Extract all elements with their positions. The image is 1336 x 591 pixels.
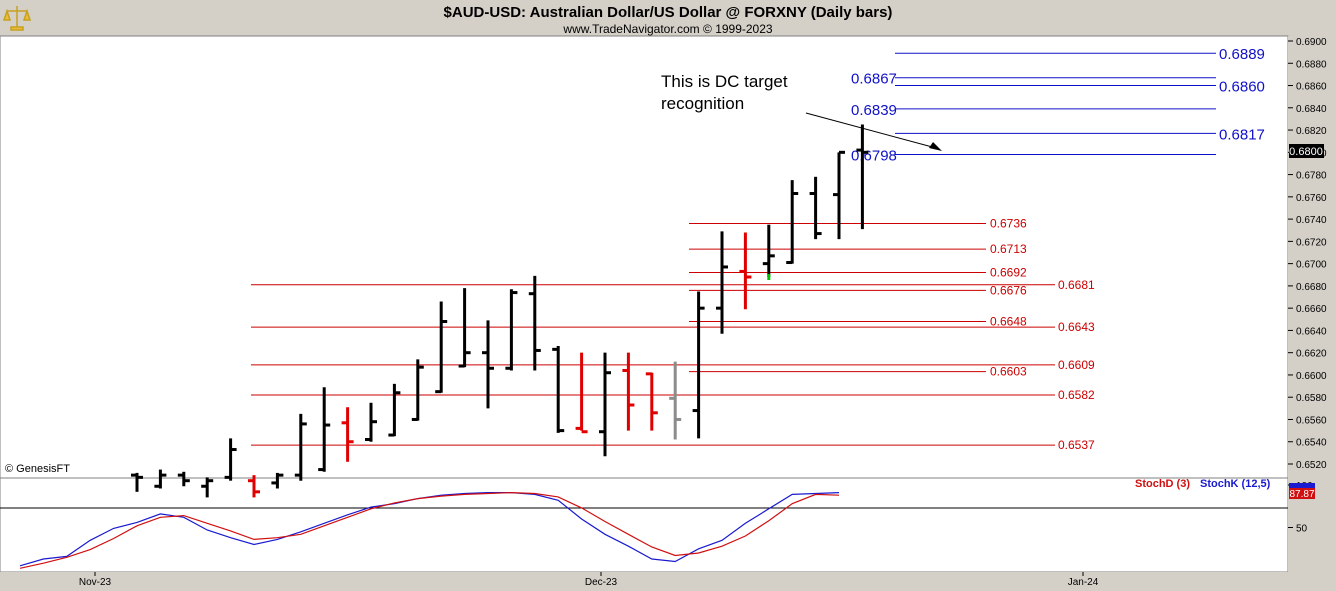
annotation-arrow: [805, 112, 937, 149]
stoch-y-tick-label: 50: [1296, 524, 1308, 535]
y-tick-label: 0.6560: [1296, 415, 1327, 426]
red-level-label: 0.6681: [1058, 278, 1095, 292]
stochastic-lines: [0, 491, 1288, 569]
blue-level-label: 0.6867: [851, 71, 897, 88]
y-tick-label: 0.6880: [1296, 59, 1327, 70]
blue-level-label: 0.6817: [1219, 126, 1265, 143]
annotation-arrowhead: [929, 142, 942, 151]
price-panel: [0, 35, 1289, 479]
y-tick-label: 0.6660: [1296, 304, 1327, 315]
stoch-badge: 87.87: [1289, 489, 1314, 500]
blue-level-label: 0.6839: [851, 102, 897, 119]
y-tick-label: 0.6840: [1296, 104, 1327, 115]
red-level-label: 0.6648: [990, 315, 1027, 329]
y-tick-label: 0.6720: [1296, 237, 1327, 248]
stoch-badge-bg: [1289, 485, 1315, 499]
y-tick-label: 0.6520: [1296, 460, 1327, 471]
red-level-label: 0.6692: [990, 266, 1027, 280]
red-level-label: 0.6736: [990, 217, 1027, 231]
y-tick-label: 0.6640: [1296, 326, 1327, 337]
price-badge-bg: [1289, 144, 1324, 158]
y-tick-label: 0.6620: [1296, 349, 1327, 360]
watermark: © GenesisFT: [5, 463, 70, 475]
y-tick-label: 0.6700: [1296, 260, 1327, 271]
y-tick-label: 0.6580: [1296, 393, 1327, 404]
logo: [2, 2, 34, 32]
chart-title: $AUD-USD: Australian Dollar/US Dollar @ …: [444, 4, 893, 21]
y-tick-label: 0.6760: [1296, 193, 1327, 204]
annotation-line-1: This is DC target: [661, 72, 788, 91]
x-tick-label: Jan-24: [1068, 577, 1099, 588]
y-tick-label: 0.6600: [1296, 371, 1327, 382]
y-tick-label: 0.6740: [1296, 215, 1327, 226]
stoch-badge-top: [1289, 483, 1315, 488]
red-level-label: 0.6713: [990, 242, 1027, 256]
blue-level-label: 0.6860: [1219, 79, 1265, 96]
red-level-label: 0.6609: [1058, 358, 1095, 372]
red-level-label: 0.6603: [990, 365, 1027, 379]
red-level-label: 0.6676: [990, 283, 1027, 297]
chart-subtitle: www.TradeNavigator.com © 1999-2023: [562, 22, 772, 36]
x-tick-label: Nov-23: [79, 577, 112, 588]
price-bars: [131, 124, 869, 498]
balance-scale-logo-icon: [2, 6, 32, 31]
x-tick-label: Dec-23: [585, 577, 618, 588]
y-tick-label: 0.6780: [1296, 171, 1327, 182]
y-tick-label: 0.6820: [1296, 126, 1327, 137]
y-tick-label: 0.6540: [1296, 438, 1327, 449]
red-level-label: 0.6643: [1058, 320, 1095, 334]
blue-level-label: 0.6889: [1219, 46, 1265, 63]
x-axis-strip: [0, 572, 1288, 591]
y-tick-label: 0.6900: [1296, 37, 1327, 48]
stochastic-panel: [0, 477, 1289, 573]
price-badge: 0.6800: [1289, 146, 1323, 158]
stochk-legend: StochK (12,5): [1200, 478, 1271, 490]
annotation: This is DC target recognition: [661, 72, 942, 151]
annotation-line-2: recognition: [661, 94, 744, 113]
stochd-legend: StochD (3): [1135, 478, 1190, 490]
y-tick-label: 0.6860: [1296, 82, 1327, 93]
y-tick-label: 0.6680: [1296, 282, 1327, 293]
red-level-label: 0.6537: [1058, 438, 1095, 452]
red-level-label: 0.6582: [1058, 388, 1095, 402]
stochd-line: [19, 491, 840, 569]
x-axis: Nov-23 Dec-23 Jan-24: [79, 572, 1099, 588]
